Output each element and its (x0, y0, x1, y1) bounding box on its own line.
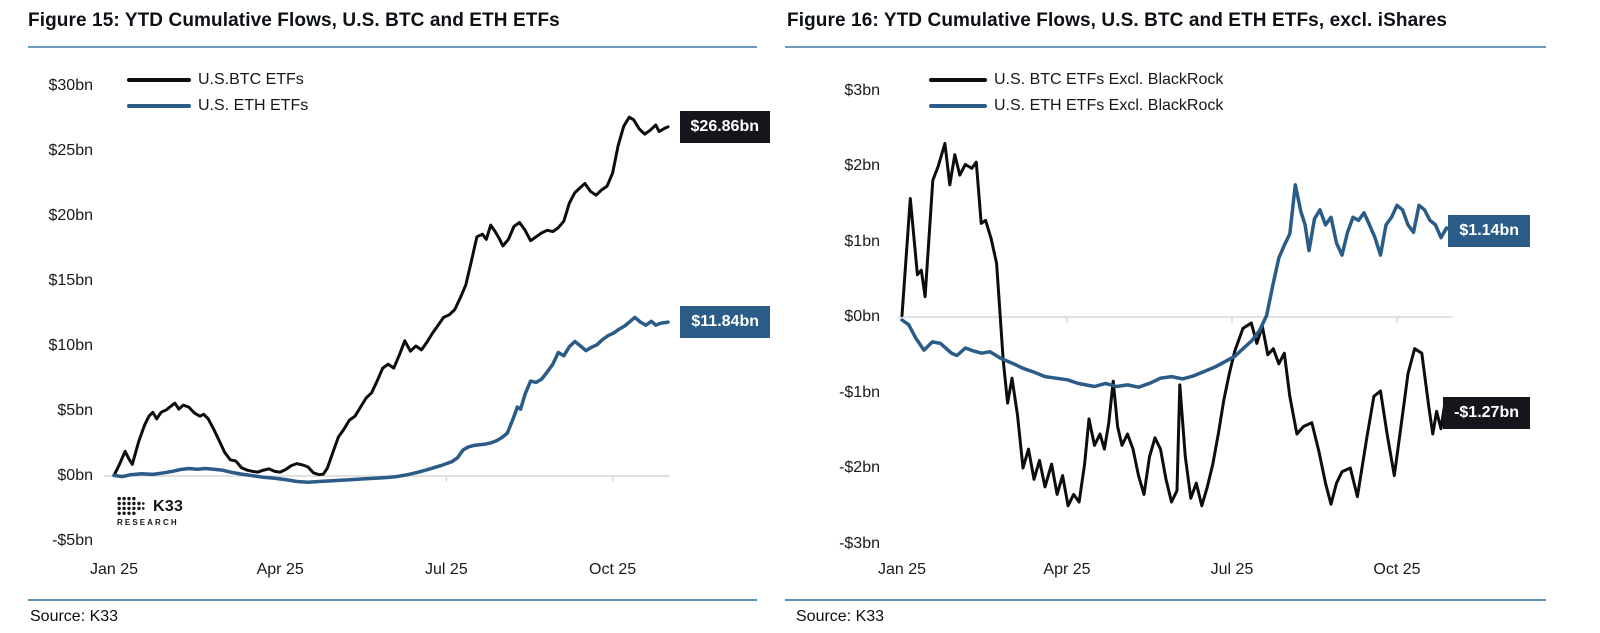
k33-logo-row: K33 (117, 496, 183, 517)
fig16-y-tick-label: $0bn (844, 308, 880, 325)
fig15-y-tick-label: $25bn (48, 142, 94, 159)
k33-research-text: RESEARCH (117, 518, 179, 527)
fig15-y-tick-label: -$5bn (52, 532, 93, 549)
fig15-legend-item-label: U.S.BTC ETFs (198, 71, 304, 88)
fig15-y-tick-label: $20bn (48, 207, 94, 224)
fig15-legend-swatch (127, 104, 191, 108)
figure-16-bottom-rule (785, 599, 1546, 601)
fig15-y-tick-label: $10bn (48, 337, 94, 354)
fig16-legend-swatch (929, 104, 987, 108)
fig15-x-tick-label: Apr 25 (256, 561, 304, 578)
fig15-legend-swatch (127, 78, 191, 82)
figure-15-title-rule (28, 46, 757, 48)
fig16-x-tick-label: Apr 25 (1043, 561, 1091, 578)
fig16-end-value-badge: $1.14bn (1448, 214, 1530, 247)
fig16-y-tick-label: -$2bn (839, 459, 880, 476)
figure-16-panel: Figure 16: YTD Cumulative Flows, U.S. BT… (780, 0, 1550, 633)
fig16-legend-swatch (929, 78, 987, 82)
fig16-x-tick-label: Jan 25 (877, 561, 927, 578)
fig16-x-tick-label: Oct 25 (1373, 561, 1421, 578)
k33-dot-matrix-icon (117, 496, 145, 515)
fig15-x-tick-label: Oct 25 (589, 561, 637, 578)
fig15-y-tick-label: $0bn (57, 467, 93, 484)
fig15-y-tick-label: $5bn (57, 402, 93, 419)
fig16-y-tick-label: $3bn (844, 81, 880, 99)
figure-15-title: Figure 15: YTD Cumulative Flows, U.S. BT… (28, 10, 560, 31)
figure-15-chart: $30bn $25bn $20bn $15bn $10bn $5bn $0bn -$5bn Ja… (0, 0, 772, 600)
fig15-end-value-badge: $26.86bn (679, 110, 770, 143)
k33-brand-text: K33 (153, 497, 184, 515)
fig15-x-tick-label: Jan 25 (89, 561, 139, 578)
fig16-y-tick-label: -$3bn (839, 534, 880, 552)
fig16-plot (898, 141, 1454, 508)
figure-16-chart: $3bn $2bn $1bn $0bn -$1bn -$2bn -$3bn Jan 25 Apr… (780, 0, 1550, 600)
fig15-end-value-badge: $11.84bn (680, 306, 770, 339)
fig16-legend-item-label: U.S. BTC ETFs Excl. BlackRock (994, 71, 1224, 88)
figure-16-source: Source: K33 (796, 608, 885, 625)
fig15-plot (104, 115, 670, 484)
fig16-y-tick-label: $2bn (844, 157, 880, 174)
fig15-series-eth-line (112, 315, 670, 484)
fig15-x-tick-label: Jul 25 (425, 561, 468, 578)
fig16-y-tick-label: $1bn (844, 232, 880, 250)
fig15-y-tick-label: $15bn (48, 272, 94, 289)
fig15-legend-item-label: U.S. ETH ETFs (198, 97, 309, 114)
k33-research-logo: K33 RESEARCH (117, 496, 183, 527)
fig15-series-btc-line (112, 115, 670, 477)
figure-15-bottom-rule (28, 599, 757, 601)
fig16-series-eth-line (900, 183, 1454, 389)
fig16-x-tick-label: Jul 25 (1210, 561, 1254, 578)
fig16-end-value-badge: -$1.27bn (1443, 396, 1530, 429)
fig16-y-tick-label: -$1bn (839, 383, 880, 401)
fig16-series-btc-line (900, 141, 1454, 508)
figure-16-title: Figure 16: YTD Cumulative Flows, U.S. BT… (787, 10, 1448, 31)
fig16-legend-item-label: U.S. ETH ETFs Excl. BlackRock (994, 97, 1224, 114)
figure-15-source: Source: K33 (30, 608, 119, 625)
figure-15-panel: Figure 15: YTD Cumulative Flows, U.S. BT… (0, 0, 772, 633)
figure-16-title-rule (785, 46, 1546, 48)
fig15-y-tick-label: $30bn (48, 77, 94, 94)
